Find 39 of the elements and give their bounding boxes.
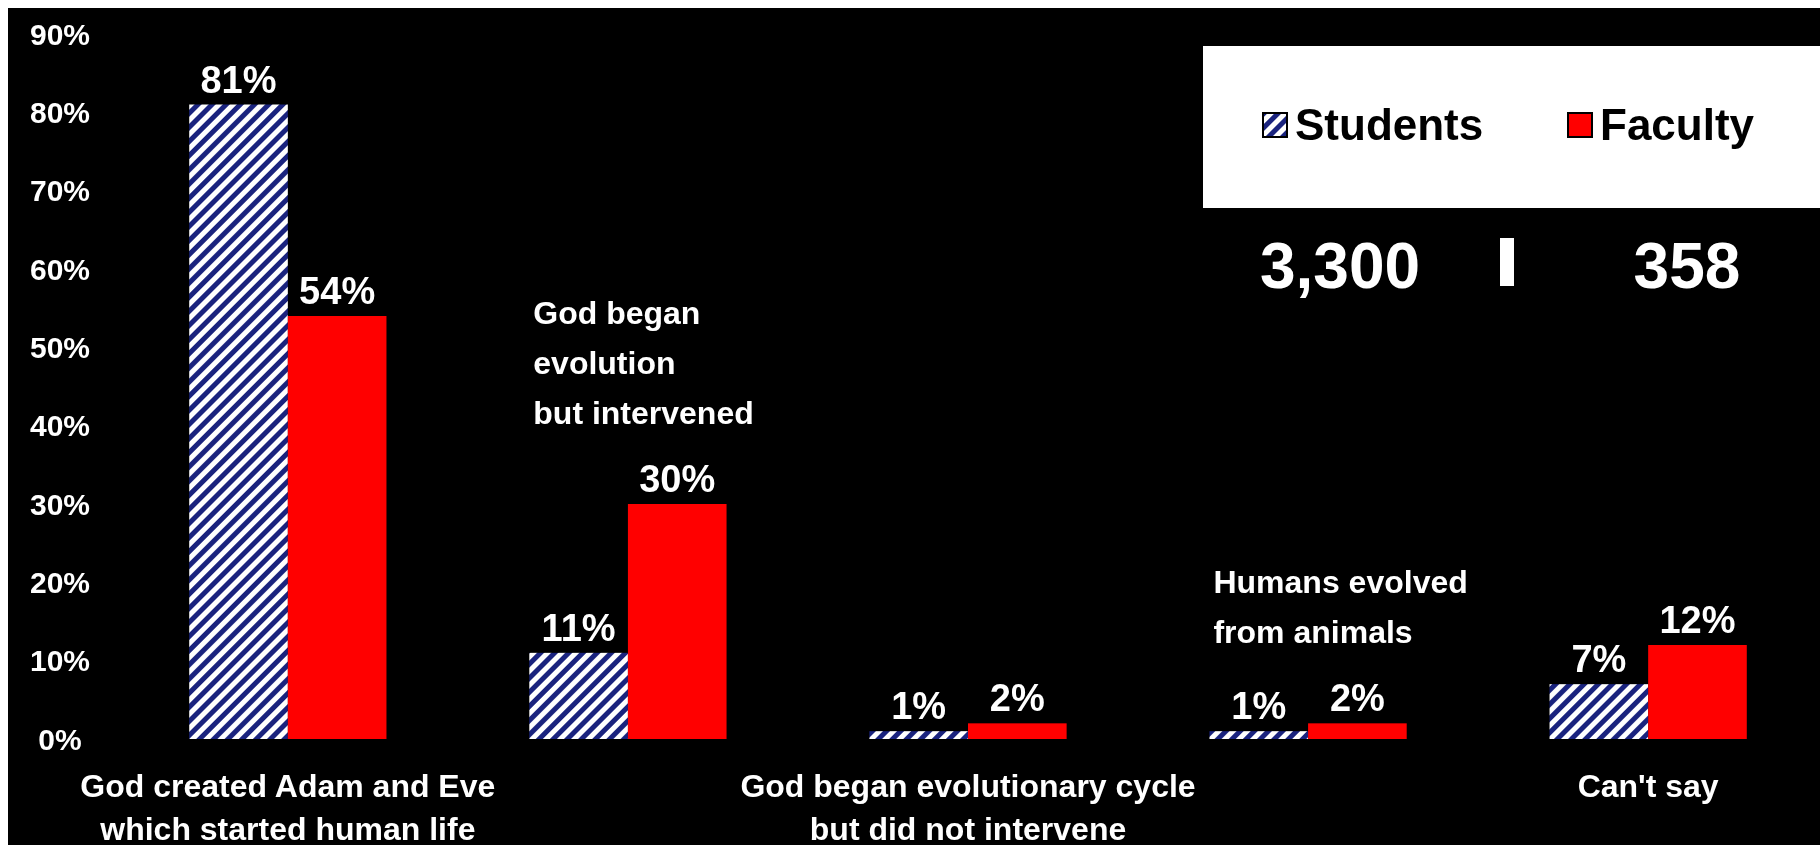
annotation: 3,300 — [1259, 230, 1421, 303]
y-tick-label: 40% — [29, 409, 91, 443]
data-label: 11% — [541, 606, 616, 649]
data-label: 30% — [639, 458, 716, 500]
x-tick-label: Can't say — [1577, 768, 1719, 804]
y-tick-label: 0% — [38, 722, 82, 756]
bar — [189, 104, 288, 739]
data-label: 2% — [989, 677, 1045, 720]
y-tick-label: 10% — [29, 644, 91, 678]
data-label: 81% — [200, 58, 277, 101]
annotation: 358 — [1633, 230, 1741, 303]
bar — [1209, 731, 1309, 739]
legend-label: Students — [1295, 100, 1484, 150]
bar — [1648, 645, 1747, 739]
bar — [287, 316, 387, 739]
y-tick-label: 70% — [29, 174, 91, 208]
data-label: 2% — [1329, 677, 1385, 720]
bar — [1308, 723, 1407, 739]
bar — [869, 731, 968, 739]
bar — [1549, 684, 1649, 739]
data-label: 54% — [299, 270, 376, 312]
bar — [968, 723, 1067, 739]
data-label: 1% — [1231, 685, 1287, 728]
y-tick-label: 20% — [29, 565, 91, 599]
x-tick-label: God created Adam and Eve which started human life — [80, 768, 496, 845]
y-tick-label: 50% — [29, 330, 91, 364]
y-tick-label: 30% — [29, 487, 91, 521]
data-label: 1% — [891, 685, 947, 728]
data-label: 12% — [1659, 599, 1736, 641]
data-label: 7% — [1571, 638, 1627, 681]
bar — [529, 652, 628, 739]
y-tick-label: 80% — [29, 95, 91, 129]
x-tick-label: God began evolution but intervened — [533, 295, 754, 431]
x-tick-label: Humans evolved from animals — [1213, 564, 1468, 651]
bar — [627, 504, 727, 739]
y-tick-label: 60% — [29, 252, 91, 286]
x-tick-label: God began evolutionary cycle but did not intervene — [740, 768, 1196, 845]
y-tick-label: 90% — [29, 17, 91, 51]
legend-label: Faculty — [1600, 100, 1755, 150]
